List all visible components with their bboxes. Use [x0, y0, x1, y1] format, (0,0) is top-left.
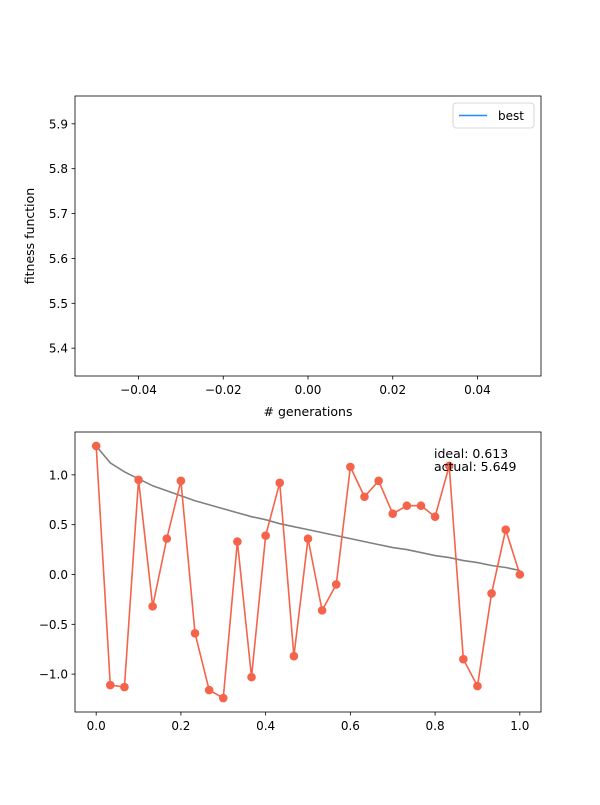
actual-data-point [148, 602, 157, 611]
top-chart-ytick-label: 5.7 [49, 207, 68, 221]
bottom-chart-ytick-label: 0.0 [49, 568, 68, 582]
top-chart-xtick-label: 0.04 [464, 383, 491, 397]
bottom-chart-ticks: 0.0 0.2 0.4 0.6 0.8 1.0 −1.0 −0.5 0.0 0.5 1.0 [39, 468, 530, 733]
legend-best-label: best [498, 109, 524, 123]
actual-data-point [303, 534, 313, 543]
actual-data-point [501, 525, 511, 534]
actual-data-point [317, 606, 327, 615]
top-chart-xlabel: # generations [264, 404, 353, 419]
actual-data-point [275, 478, 285, 488]
bottom-chart-panel: 0.0 0.2 0.4 0.6 0.8 1.0 −1.0 −0.5 0.0 0.5 1.0 idea… [39, 431, 542, 733]
top-chart-ylabel: fitness function [22, 188, 37, 284]
actual-data-point [459, 654, 468, 664]
ideal-curve-line [95, 445, 520, 572]
bottom-chart-xtick-label: 0.6 [341, 719, 360, 733]
actual-data-point [416, 501, 426, 511]
actual-data-point [247, 672, 256, 682]
actual-data-point [176, 476, 186, 486]
actual-data-point [374, 476, 383, 486]
top-chart-ytick-label: 5.9 [49, 117, 68, 131]
actual-data-point [444, 461, 454, 471]
top-chart-ytick-label: 5.8 [49, 162, 68, 176]
actual-data-point [105, 680, 115, 690]
actual-data-point [473, 681, 482, 691]
actual-data-point [331, 580, 341, 589]
top-chart-legend: best [452, 102, 535, 129]
actual-data-point [134, 475, 143, 485]
top-chart-xtick-label: 0.00 [295, 383, 322, 397]
actual-data-point [346, 462, 355, 472]
bottom-chart-xtick-label: 1.0 [510, 719, 529, 733]
actual-data-point [515, 570, 525, 579]
bottom-chart-xtick-label: 0.2 [171, 719, 190, 733]
annotation-ideal: ideal: 0.613 [434, 446, 508, 461]
actual-data-point [261, 531, 270, 540]
bottom-chart-xtick-label: 0.0 [87, 719, 106, 733]
top-chart-xtick-label: 0.02 [379, 383, 406, 397]
top-chart-ticks: −0.04 −0.02 0.00 0.02 0.04 5.4 5.5 5.6 5.7 5.8 5.9 [49, 117, 491, 397]
top-chart-xtick-label: −0.04 [120, 383, 157, 397]
actual-data-point [218, 693, 228, 703]
actual-data-point [91, 441, 101, 451]
actual-data-point [204, 685, 214, 695]
bottom-chart-ytick-label: −0.5 [39, 618, 68, 632]
actual-data-point [388, 509, 398, 519]
actual-data-point [289, 651, 299, 661]
top-chart-ytick-label: 5.6 [49, 252, 68, 266]
top-chart-axes-frame [74, 95, 542, 377]
top-chart-panel: −0.04 −0.02 0.00 0.02 0.04 5.4 5.5 5.6 5.7 5.8 5.9… [22, 95, 542, 419]
top-chart-ytick-label: 5.4 [49, 342, 68, 356]
legend-box [452, 102, 535, 129]
actual-data-point [162, 534, 172, 543]
bottom-chart-axes-frame [74, 431, 542, 713]
top-chart-xtick-label: −0.02 [205, 383, 242, 397]
bottom-chart-xtick-label: 0.4 [256, 719, 275, 733]
actual-data-point [487, 589, 496, 598]
bottom-chart-xtick-label: 0.8 [426, 719, 445, 733]
actual-data-point [360, 492, 369, 502]
bottom-chart-ytick-label: 1.0 [49, 468, 68, 482]
actual-data-point [402, 501, 412, 511]
actual-data-point [120, 682, 129, 692]
actual-data-point [190, 628, 200, 638]
actual-data-point [430, 512, 440, 521]
bottom-chart-ytick-label: −1.0 [39, 668, 68, 682]
bottom-chart-ytick-label: 0.5 [49, 518, 68, 532]
actual-data-point [233, 537, 242, 546]
bottom-chart-series [91, 441, 525, 703]
top-chart-ytick-label: 5.5 [49, 297, 68, 311]
annotation-actual: actual: 5.649 [434, 459, 517, 474]
